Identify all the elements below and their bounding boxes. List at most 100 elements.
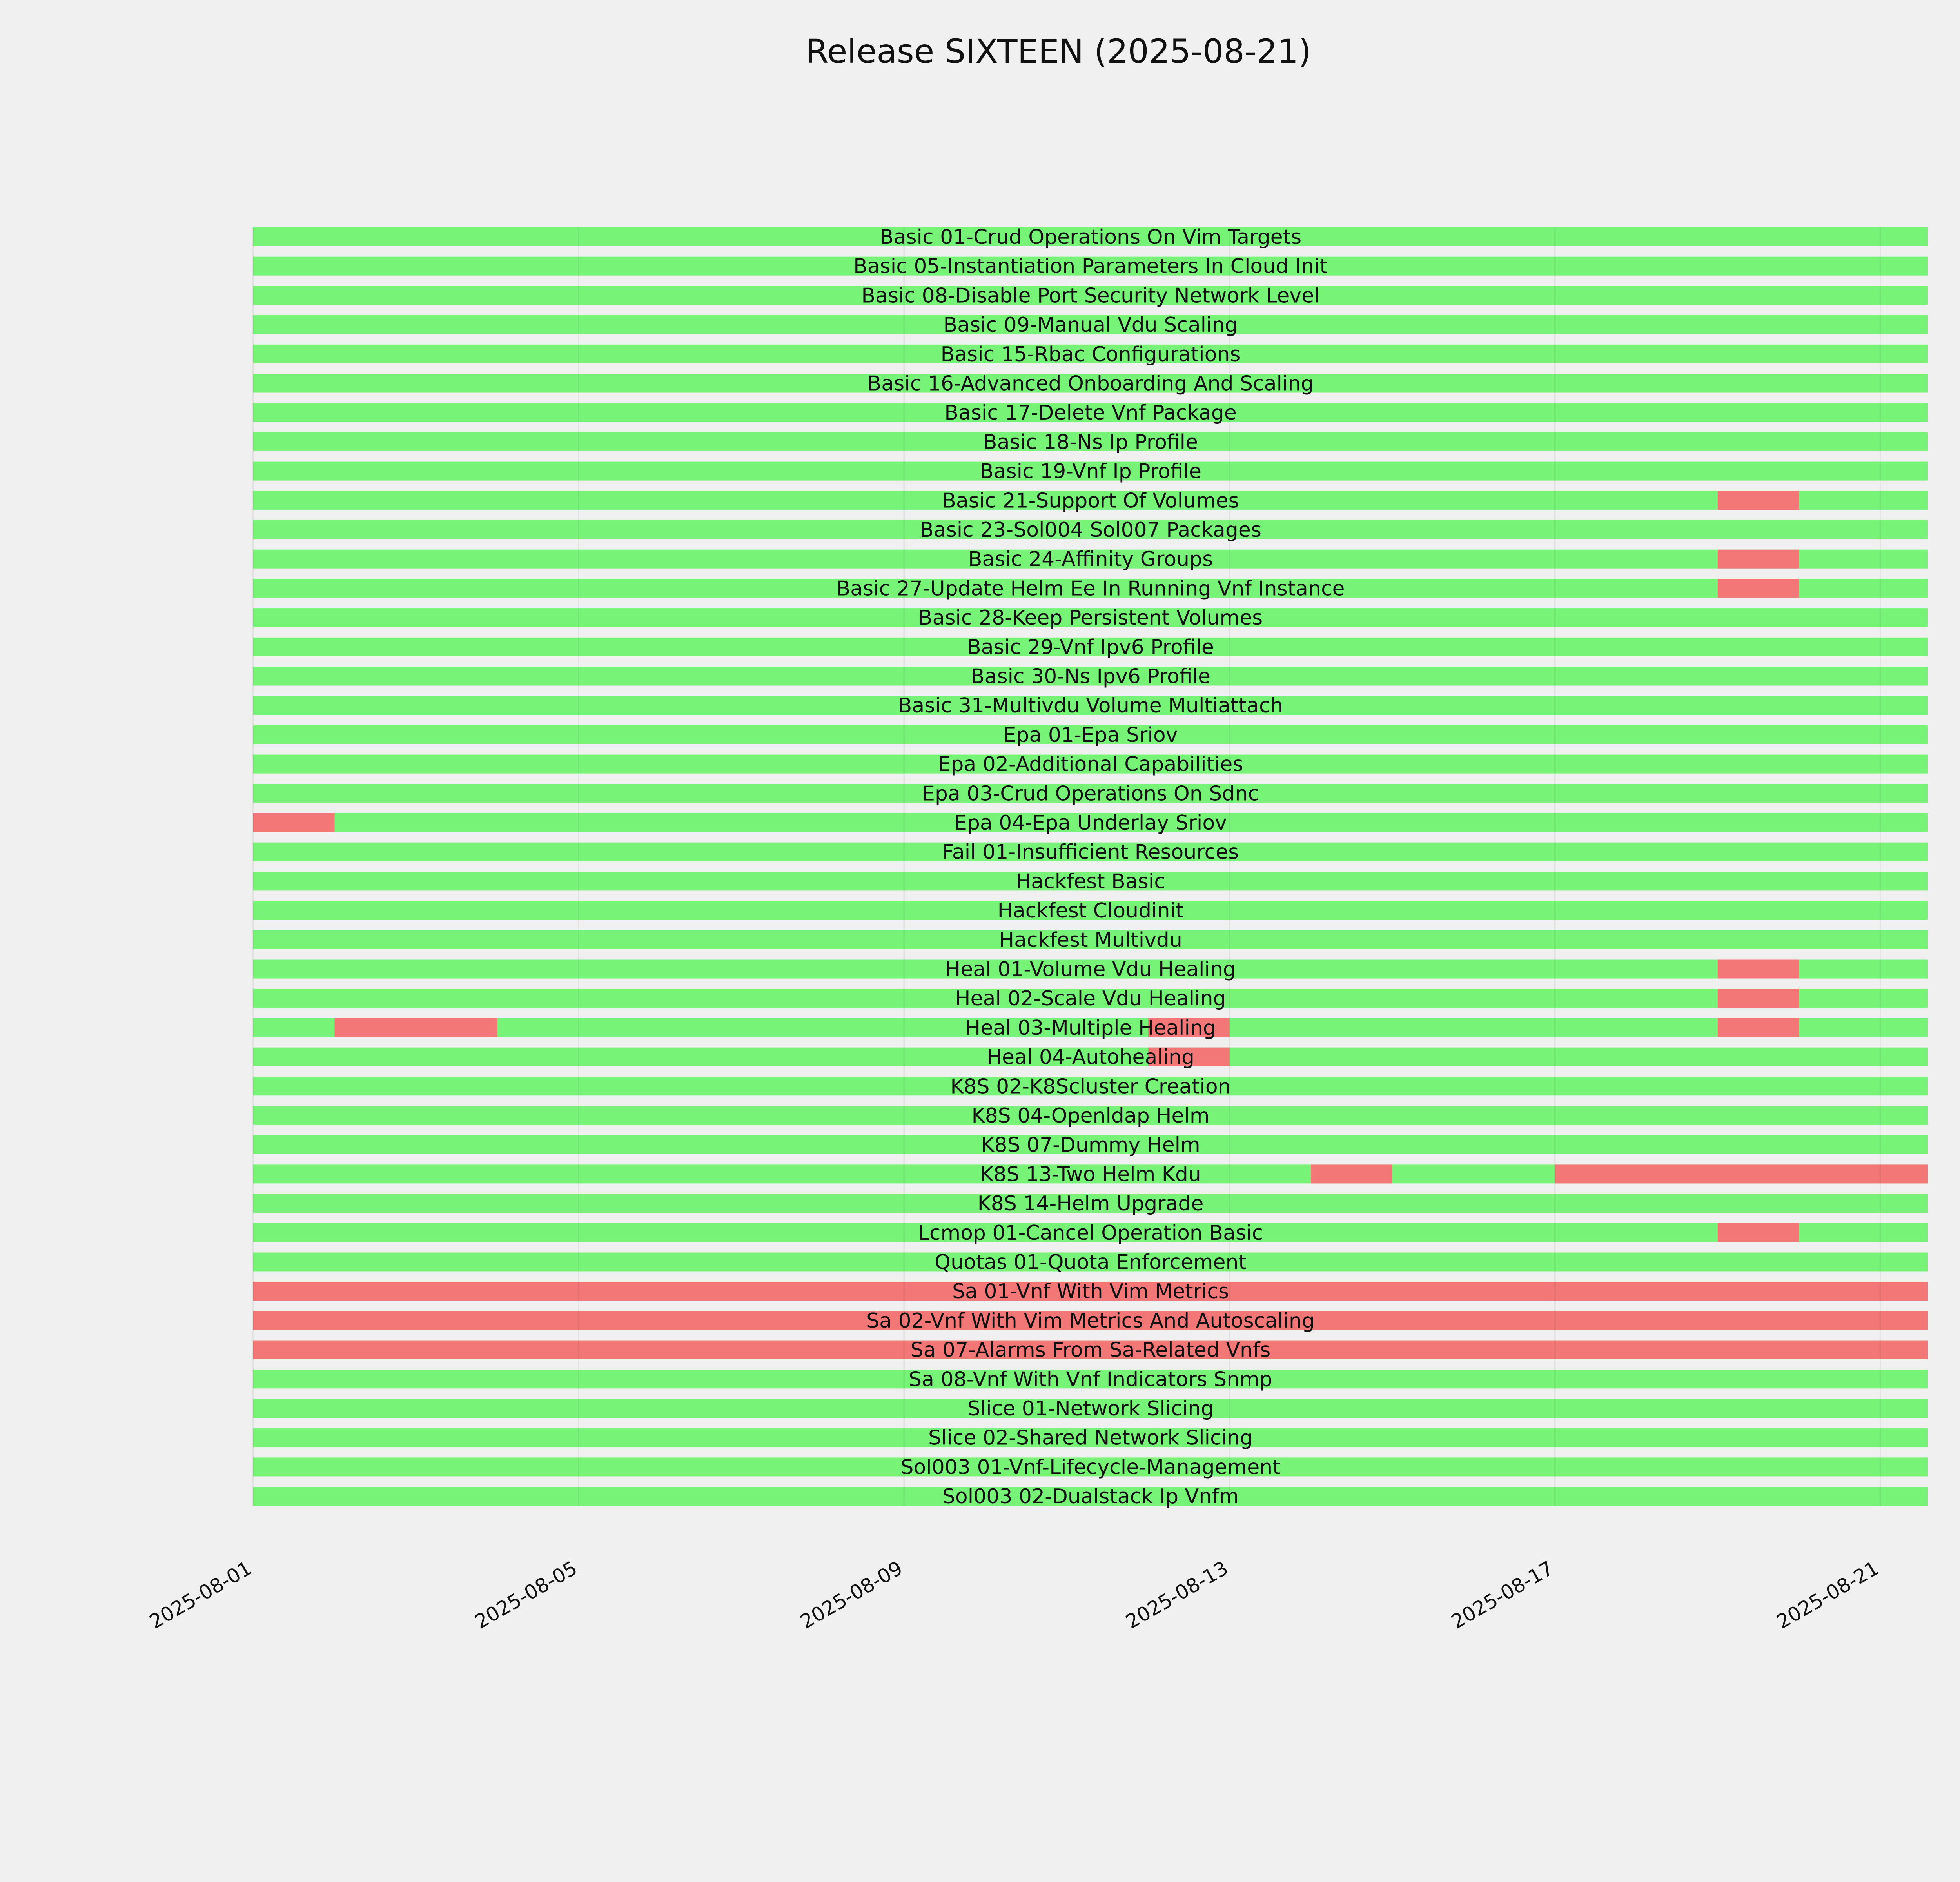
timeline-row: Basic 23-Sol004 Sol007 Packages (253, 518, 1928, 542)
row-label: Epa 04-Epa Underlay Sriov (954, 811, 1227, 835)
row-label: Basic 27-Update Helm Ee In Running Vnf I… (836, 577, 1345, 600)
row-label: Sa 07-Alarms From Sa-Related Vnfs (911, 1339, 1271, 1362)
pass-bar (253, 1399, 1928, 1418)
x-axis-ticks: 2025-08-01 2025-08-05 2025-08-09 2025-08-13… (145, 1557, 1883, 1633)
timeline-row: Heal 03-Multiple Healing (253, 1016, 1928, 1040)
timeline-row: Basic 21-Support Of Volumes (253, 489, 1928, 512)
timeline-row: Hackfest Basic (253, 870, 1928, 893)
pass-bar (253, 1370, 1928, 1389)
row-label: Sol003 01-Vnf-Lifecycle-Management (900, 1455, 1280, 1479)
row-label: Basic 16-Advanced Onboarding And Scaling (867, 372, 1314, 396)
timeline-row: Basic 24-Affinity Groups (253, 548, 1928, 571)
fail-bar (1717, 1018, 1799, 1037)
pass-bar (253, 784, 1928, 803)
row-label: K8S 07-Dummy Helm (981, 1134, 1200, 1157)
row-label: Basic 09-Manual Vdu Scaling (943, 313, 1238, 337)
pass-bar (253, 1047, 1928, 1066)
pass-bar (253, 227, 1928, 246)
pass-bar (253, 520, 1928, 539)
timeline-row: Basic 31-Multivdu Volume Multiattach (253, 694, 1928, 718)
pass-bar (253, 754, 1928, 774)
timeline-row: Basic 01-Crud Operations On Vim Targets (253, 225, 1928, 249)
timeline-row: Slice 01-Network Slicing (253, 1397, 1928, 1421)
pass-bar (253, 872, 1928, 891)
row-label: Basic 23-Sol004 Sol007 Packages (920, 518, 1261, 542)
timeline-row: Hackfest Multivdu (253, 928, 1928, 952)
pass-bar (253, 725, 1928, 744)
fail-bar (1717, 491, 1799, 510)
row-label: Basic 29-Vnf Ipv6 Profile (967, 636, 1214, 659)
row-label: K8S 02-K8Scluster Creation (950, 1075, 1230, 1098)
pass-bar (253, 842, 1928, 861)
pass-bar (253, 286, 1928, 305)
timeline-row: Epa 01-Epa Sriov (253, 723, 1928, 747)
timeline-row: Sa 08-Vnf With Vnf Indicators Snmp (253, 1368, 1928, 1391)
row-label: K8S 13-Two Helm Kdu (980, 1163, 1201, 1186)
timeline-row: Basic 29-Vnf Ipv6 Profile (253, 636, 1928, 659)
timeline-row: Quotas 01-Quota Enforcement (253, 1251, 1928, 1274)
timeline-row: Basic 08-Disable Port Security Network L… (253, 284, 1928, 307)
row-label: Basic 17-Delete Vnf Package (944, 401, 1236, 425)
row-label: Heal 01-Volume Vdu Healing (945, 958, 1236, 981)
timeline-row: Heal 04-Autohealing (253, 1046, 1928, 1069)
pass-bar (253, 432, 1928, 451)
timeline-row: K8S 14-Helm Upgrade (253, 1192, 1928, 1215)
row-label: Slice 01-Network Slicing (967, 1397, 1214, 1421)
row-label: Basic 01-Crud Operations On Vim Targets (880, 225, 1301, 249)
timeline-row: K8S 02-K8Scluster Creation (253, 1075, 1928, 1098)
timeline-row: Basic 05-Instantiation Parameters In Clo… (253, 255, 1928, 278)
timeline-row: Basic 09-Manual Vdu Scaling (253, 313, 1928, 337)
timeline-row: Basic 15-Rbac Configurations (253, 343, 1928, 366)
tick-separators (252, 227, 1881, 1506)
row-label: Fail 01-Insufficient Resources (942, 841, 1239, 864)
row-label: Sa 02-Vnf With Vim Metrics And Autoscali… (866, 1309, 1315, 1333)
pass-bar (253, 1077, 1928, 1096)
pass-bar (253, 696, 1928, 715)
fail-bar (253, 1311, 1928, 1330)
fail-bar (1148, 1018, 1230, 1037)
fail-bar (1717, 549, 1799, 569)
timeline-row: K8S 07-Dummy Helm (253, 1134, 1928, 1157)
timeline-row: Basic 28-Keep Persistent Volumes (253, 606, 1928, 630)
pass-bar (253, 344, 1928, 363)
row-label: Lcmop 01-Cancel Operation Basic (918, 1221, 1263, 1245)
timeline-row: Fail 01-Insufficient Resources (253, 841, 1928, 864)
x-tick-label: 2025-08-01 (145, 1557, 256, 1633)
x-tick-label: 2025-08-13 (1122, 1557, 1232, 1633)
row-label: K8S 14-Helm Upgrade (978, 1192, 1204, 1215)
pass-bar (253, 901, 1928, 920)
pass-bar (253, 1194, 1928, 1213)
row-label: Basic 31-Multivdu Volume Multiattach (898, 694, 1283, 718)
timeline-row: Basic 19-Vnf Ip Profile (253, 460, 1928, 483)
row-label: Hackfest Basic (1016, 870, 1165, 893)
pass-bar (253, 930, 1928, 949)
timeline-row: Basic 16-Advanced Onboarding And Scaling (253, 372, 1928, 396)
pass-bar (253, 461, 1928, 481)
fail-bar (253, 1282, 1928, 1301)
fail-bar (253, 813, 335, 832)
chart-title: Release SIXTEEN (2025-08-21) (806, 32, 1311, 71)
pass-bar (253, 608, 1928, 627)
timeline-row: Epa 02-Additional Capabilities (253, 753, 1928, 776)
row-label: Slice 02-Shared Network Slicing (928, 1426, 1253, 1450)
row-label: Basic 24-Affinity Groups (968, 548, 1213, 571)
row-label: Heal 03-Multiple Healing (965, 1016, 1216, 1040)
pass-bar (253, 637, 1928, 656)
timeline-row: Sa 07-Alarms From Sa-Related Vnfs (253, 1339, 1928, 1362)
row-label: Sa 01-Vnf With Vim Metrics (952, 1280, 1229, 1303)
timeline-row: K8S 13-Two Helm Kdu (253, 1163, 1928, 1186)
row-label: Basic 15-Rbac Configurations (941, 343, 1241, 366)
x-tick-label: 2025-08-09 (797, 1557, 907, 1633)
pass-bar (253, 667, 1928, 686)
pass-bar (253, 959, 1928, 979)
fail-bar (1148, 1047, 1230, 1066)
timeline-row: Sa 01-Vnf With Vim Metrics (253, 1280, 1928, 1303)
row-label: Basic 28-Keep Persistent Volumes (918, 606, 1263, 630)
row-label: Heal 04-Autohealing (987, 1046, 1194, 1069)
timeline-row: Slice 02-Shared Network Slicing (253, 1426, 1928, 1450)
timeline-row: Lcmop 01-Cancel Operation Basic (253, 1221, 1928, 1245)
pass-bar (253, 256, 1928, 276)
row-label: Epa 02-Additional Capabilities (938, 753, 1243, 776)
timeline-row: Basic 18-Ns Ip Profile (253, 431, 1928, 454)
